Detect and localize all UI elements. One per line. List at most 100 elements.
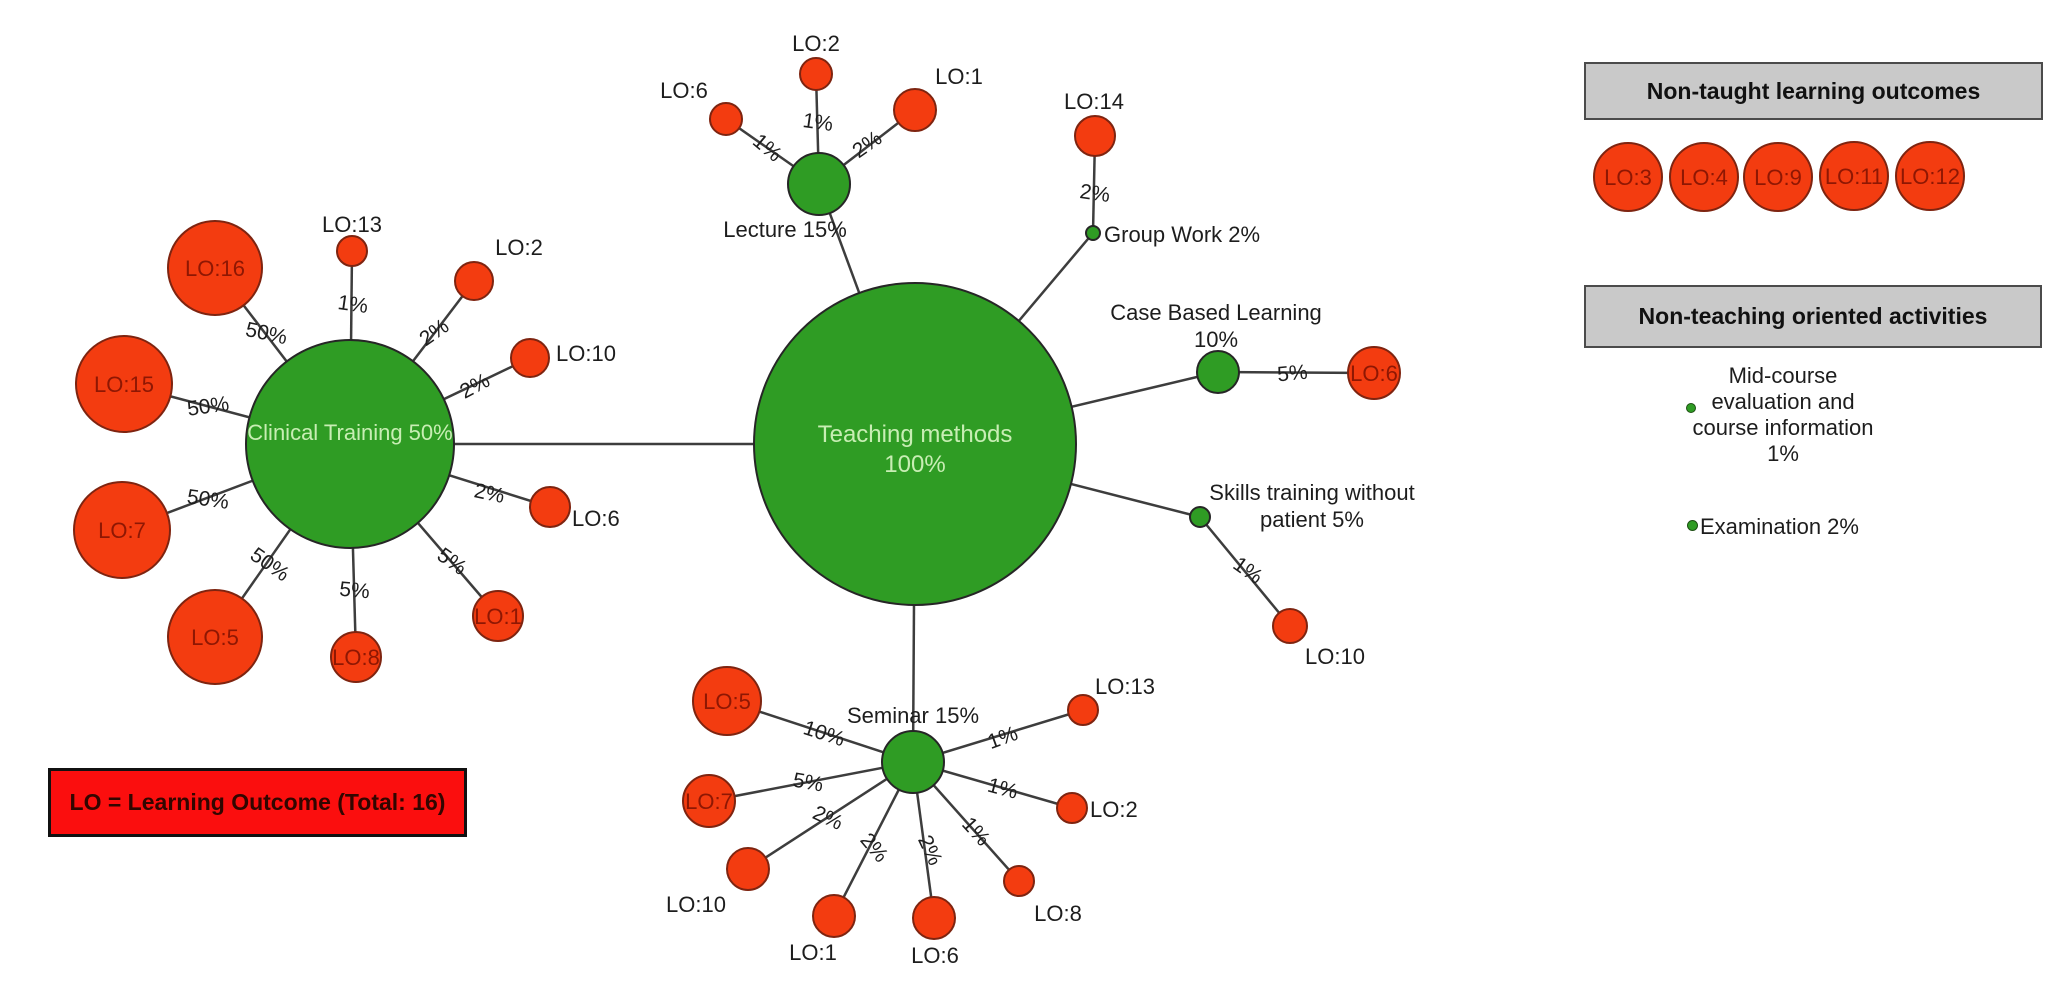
diagram-label-case-based-learning-3: Case Based Learning [1110,300,1322,325]
node-teaching [753,282,1077,606]
node-s10 [726,847,770,891]
node-n4 [1669,142,1739,212]
edge-label-seminar-s13: 1% [985,722,1021,754]
midcourse-bullet-dot [1686,403,1696,413]
node-label-n4: LO:4 [1680,165,1728,190]
node-c15 [75,335,173,433]
non-taught-outcomes-title: Non-taught learning outcomes [1646,77,1981,104]
diagram-label-lo-13-21: LO:13 [1095,674,1155,699]
edge-label-lecture-l2: 1% [801,109,834,136]
diagram-label-patient-5--6: patient 5% [1260,507,1364,532]
edge-label-seminar-s5: 10% [800,716,847,751]
diagram-label-lo-1-17: LO:1 [789,940,837,965]
node-label-s5: LO:5 [703,689,751,714]
node-c5 [167,589,263,685]
node-label-n3: LO:3 [1604,165,1652,190]
edge-skills-sk10 [1199,516,1291,627]
midcourse-evaluation-note: Mid-course evaluation and course informa… [1692,363,1874,466]
edge-label-seminar-s7: 5% [791,769,825,797]
diagram-label-lo-6-18: LO:6 [911,943,959,968]
examination-note: Examination 2% [1700,514,1859,539]
node-label-n11: LO:11 [1825,164,1883,189]
node-label-cbl6: LO:6 [1350,361,1398,386]
examination-bullet-dot [1687,520,1698,531]
node-c7 [73,481,171,579]
diagram-label-lo-10-16: LO:10 [666,892,726,917]
node-label-s7: LO:7 [685,789,733,814]
diagram-label-lo-13-11: LO:13 [322,212,382,237]
node-label-c16: LO:16 [185,256,245,281]
edge-label-clinical-c7: 50% [185,485,230,514]
node-s1 [812,894,856,938]
non-taught-outcomes-header: Non-taught learning outcomes [1584,62,2043,120]
diagram-label-lo-1-10: LO:1 [935,64,983,89]
node-s8 [1003,865,1035,897]
node-c13 [336,235,368,267]
node-n11 [1819,141,1889,211]
edge-label-seminar-s2: 1% [985,774,1020,804]
node-l6 [709,102,743,136]
legend-box: LO = Learning Outcome (Total: 16) [48,768,467,837]
node-cbl6 [1347,346,1401,400]
non-teaching-activities-title: Non-teaching oriented activities [1638,303,1988,329]
node-n3 [1593,142,1663,212]
node-label-teaching-0: Teaching methods [818,421,1013,448]
diagram-label-lo-6-14: LO:6 [572,506,620,531]
node-sk10 [1272,608,1308,644]
node-n12 [1895,141,1965,211]
node-label-c8: LO:8 [332,645,380,670]
diagram-label-lo-2-12: LO:2 [495,235,543,260]
edge-label-cbl-cbl6: 5% [1276,361,1308,387]
edge-label-seminar-s6: 2% [913,832,947,869]
node-lecture [787,152,851,216]
edge-label-clinical-c15: 50% [186,392,231,421]
diagram-label-10--4: 10% [1194,327,1238,352]
edge-seminar-s10 [747,760,914,871]
node-skills [1189,506,1211,528]
node-n9 [1743,142,1813,212]
node-label-c7: LO:7 [98,518,146,543]
node-label-c1: LO:1 [474,604,522,629]
node-clinical [245,339,455,549]
edge-label-clinical-c8: 5% [338,578,370,604]
node-c6 [529,486,571,528]
node-c16 [167,220,263,316]
edge-label-clinical-c1: 5% [433,544,471,580]
edge-label-clinical-c6: 2% [472,479,506,508]
node-c2 [454,261,494,301]
diagram-label-seminar-15--1: Seminar 15% [847,703,979,728]
edge-label-clinical-c16: 50% [243,318,289,349]
node-s5 [692,666,762,736]
edge-label-clinical-c10: 2% [456,369,494,404]
node-s2 [1056,792,1088,824]
edge-label-groupwork-t14: 2% [1078,180,1111,207]
diagram-label-lo-10-15: LO:10 [1305,644,1365,669]
node-c10 [510,338,550,378]
diagram-label-lo-10-13: LO:10 [556,341,616,366]
diagram-label-lo-2-20: LO:2 [1090,797,1138,822]
node-label-clinical: Clinical Training 50% [247,420,452,445]
non-teaching-activities-header: Non-teaching oriented activities [1584,285,2042,348]
diagram-label-lo-14-7: LO:14 [1064,89,1124,114]
node-label-n9: LO:9 [1754,165,1802,190]
node-label-c15: LO:15 [94,372,154,397]
diagram-label-lecture-15--0: Lecture 15% [723,217,847,242]
node-s13 [1067,694,1099,726]
node-label-n12: LO:12 [1900,164,1960,189]
edge-label-lecture-l6: 1% [748,129,786,166]
node-groupwork [1085,225,1101,241]
node-label-teaching-1: 100% [884,451,945,478]
diagram-label-lo-6-8: LO:6 [660,78,708,103]
node-label-c5: LO:5 [191,625,239,650]
node-cbl [1196,350,1240,394]
diagram-label-lo-2-9: LO:2 [792,31,840,56]
node-l2 [799,57,833,91]
node-l1 [893,88,937,132]
diagram-label-group-work-2--2: Group Work 2% [1104,222,1260,247]
node-c8 [330,631,382,683]
legend-text: LO = Learning Outcome (Total: 16) [69,789,446,815]
edge-label-clinical-c5: 50% [246,543,294,586]
edge-seminar-s7 [708,760,914,803]
